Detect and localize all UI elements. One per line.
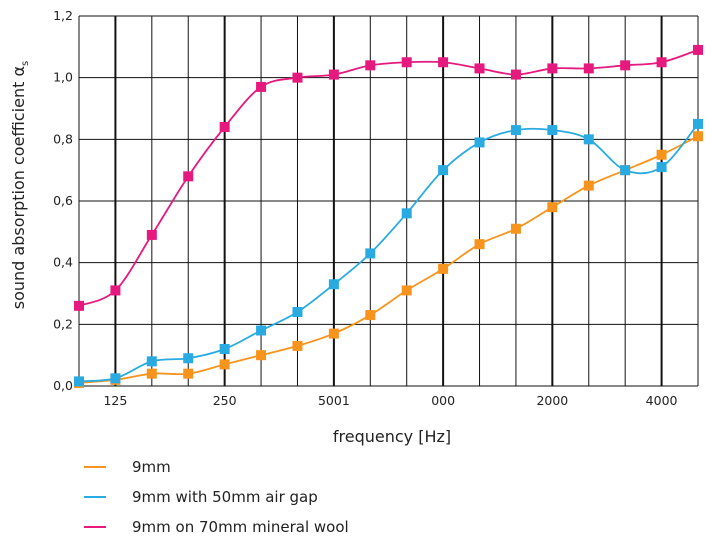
data-point-marker (219, 344, 230, 354)
grid (78, 15, 699, 387)
x-tick-label: 2000 (536, 393, 568, 408)
data-point-marker (328, 328, 339, 339)
x-axis-title: frequency [Hz] (333, 427, 451, 446)
data-point-marker (74, 376, 84, 387)
data-point-marker (438, 165, 449, 176)
data-point-marker (328, 69, 339, 80)
data-point-marker (656, 57, 667, 68)
data-point-marker (583, 63, 594, 74)
legend-item-air-gap: 9mm with 50mm air gap (84, 482, 349, 512)
x-tick-labels: 125 250 5001 000 2000 4000 (103, 393, 677, 408)
legend-swatch (84, 526, 106, 528)
data-point-marker (328, 279, 339, 290)
data-point-marker (510, 69, 521, 80)
legend-swatch (84, 466, 106, 468)
data-point-marker (693, 118, 703, 129)
legend: 9mm 9mm with 50mm air gap 9mm on 70mm mi… (84, 452, 349, 542)
data-point-marker (510, 223, 521, 234)
legend-item-9mm: 9mm (84, 452, 349, 482)
series-line (78, 123, 699, 383)
data-point-marker (292, 340, 303, 351)
x-tick-label: 4000 (646, 393, 678, 408)
data-point-marker (693, 131, 703, 142)
data-point-marker (110, 373, 121, 384)
data-point-marker (365, 60, 376, 71)
data-point-marker (438, 263, 449, 274)
data-point-marker (365, 248, 376, 259)
y-tick-label: 1,2 (53, 8, 73, 23)
y-tick-label: 0,2 (53, 316, 73, 331)
y-tick-label: 0,4 (53, 255, 73, 270)
data-point-marker (219, 359, 230, 370)
series-9mm (74, 131, 703, 388)
data-point-marker (656, 162, 667, 173)
data-point-marker (219, 122, 230, 132)
data-point-marker (583, 180, 594, 191)
data-point-marker (547, 63, 558, 74)
data-point-marker (183, 353, 194, 364)
data-point-marker (401, 285, 412, 296)
y-axis-title: sound absorption coefficient αs (9, 61, 31, 309)
x-tick-label: 250 (213, 393, 237, 408)
y-axis-title-subscript: s (20, 61, 31, 66)
data-point-marker (401, 208, 412, 219)
data-point-marker (438, 57, 449, 68)
series-9mm-on-70mm-mineral-wool (74, 44, 703, 311)
data-point-marker (110, 285, 121, 296)
data-point-marker (292, 307, 303, 317)
y-tick-labels: 0,0 0,2 0,4 0,6 0,8 1,0 1,2 (53, 8, 73, 393)
legend-label: 9mm (132, 458, 171, 476)
data-point-marker (146, 368, 157, 379)
data-point-marker (292, 72, 303, 83)
data-point-marker (547, 125, 558, 136)
data-point-marker (583, 134, 594, 145)
data-point-marker (547, 202, 558, 213)
data-point-marker (401, 57, 412, 68)
data-point-marker (183, 368, 194, 379)
data-point-marker (693, 44, 703, 55)
series-line (78, 135, 699, 384)
data-point-marker (474, 137, 485, 148)
data-point-marker (474, 63, 485, 74)
data-point-marker (256, 81, 267, 92)
data-point-marker (183, 171, 194, 182)
series-layer (74, 44, 703, 388)
y-tick-label: 0,8 (53, 131, 73, 146)
data-point-marker (146, 356, 157, 367)
x-tick-label: 5001 (318, 393, 350, 408)
legend-swatch (84, 496, 106, 498)
data-point-marker (256, 325, 267, 336)
data-point-marker (656, 149, 667, 160)
data-point-marker (620, 60, 631, 71)
data-point-marker (256, 350, 267, 361)
y-tick-label: 0,0 (53, 378, 73, 393)
y-tick-label: 0,6 (53, 193, 73, 208)
data-point-marker (146, 229, 157, 240)
y-tick-label: 1,0 (53, 70, 73, 85)
legend-label: 9mm with 50mm air gap (132, 488, 318, 506)
data-point-marker (365, 310, 376, 321)
chart: 0,0 0,2 0,4 0,6 0,8 1,0 1,2 125 250 5001 000 2000 4… (9, 8, 703, 446)
x-tick-label: 125 (103, 393, 127, 408)
data-point-marker (620, 165, 631, 176)
y-axis-title-main: sound absorption coefficient α (9, 66, 28, 309)
series-9mm-with-50mm-air-gap (74, 118, 703, 387)
x-tick-label: 000 (431, 393, 455, 408)
data-point-marker (510, 125, 521, 136)
data-point-marker (74, 300, 84, 311)
legend-item-mineral-wool: 9mm on 70mm mineral wool (84, 512, 349, 542)
legend-label: 9mm on 70mm mineral wool (132, 518, 349, 536)
data-point-marker (474, 239, 485, 250)
